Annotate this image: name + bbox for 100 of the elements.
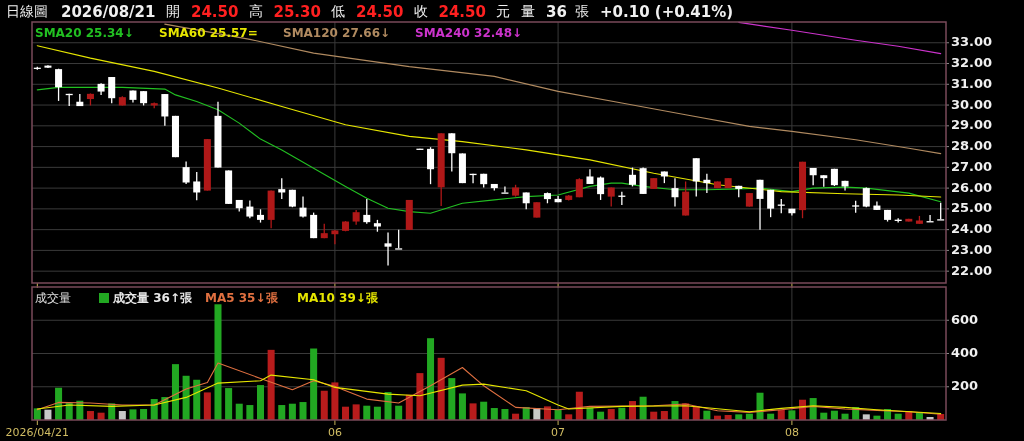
text: 24.50 [191,2,239,21]
candlestick [331,229,339,245]
bar [416,373,424,420]
x-tick-label: 07 [551,426,566,439]
candlestick [299,195,307,219]
x-tick-label: 06 [327,426,342,439]
text: 2026/08/21 [61,2,156,21]
chart-title: 成交量 [35,290,71,305]
bar [246,405,254,420]
candlestick [395,229,403,250]
bar [267,349,275,420]
text: 高 [248,3,263,19]
bar [193,379,201,420]
y-tick-label: 600 [951,311,979,327]
bar [607,409,615,420]
bar [299,402,307,420]
bar [171,364,179,420]
x-tick-label: 08 [784,426,799,439]
x-tick-label: 2026/04/21 [5,426,70,439]
text: MA5 35↓張 [205,290,279,305]
legend-label: 成交量 36↑張 [112,290,193,305]
candlestick [703,173,711,194]
y-tick-label: 24.00 [951,221,993,237]
text: 收 [413,3,428,19]
bar [320,390,328,420]
line-series [36,374,942,415]
bar [469,403,477,420]
text: 24.50 [356,2,404,21]
candlestick [108,76,116,104]
candlestick [363,198,371,225]
y-tick-label: 200 [951,378,979,394]
y-tick-label: 30.00 [951,96,993,112]
bar [554,410,562,420]
y-tick-label: 33.00 [951,34,993,50]
bar [373,406,381,420]
bar [182,375,190,420]
bar [363,405,371,420]
line-series [36,45,942,198]
text: 日線圖 [6,3,48,19]
candlestick [310,211,318,239]
bar [214,304,222,420]
y-tick-label: 23.00 [951,241,993,257]
bar [310,348,318,420]
bar [129,409,137,420]
line-series [36,362,942,415]
text: MA10 39↓張 [297,290,379,305]
bar [352,404,360,420]
candlestick [182,160,190,185]
candlestick [384,231,392,267]
bar [278,405,286,420]
y-tick-label: 26.00 [951,179,993,195]
y-tick-label: 31.00 [951,75,993,91]
text: 元 [496,3,510,19]
y-tick-label: 25.00 [951,200,993,216]
bar [501,409,509,420]
bar [395,405,403,420]
candlestick [628,166,636,188]
y-tick-label: 32.00 [951,55,993,71]
text: 36 [546,2,567,21]
bar [225,388,233,420]
candlestick [692,157,700,198]
text: SMA60 25.57= [159,25,258,40]
text: +0.10 (+0.41%) [600,2,734,21]
bar [458,393,466,420]
candlestick [597,175,605,201]
text: 低 [331,3,345,19]
candlestick [427,146,435,185]
bar [618,407,626,420]
text: SMA20 25.34↓ [35,25,134,40]
bar [448,378,456,420]
bar [288,403,296,420]
y-tick-label: 400 [951,345,979,360]
candlestick [671,177,679,208]
text: 量 [521,3,535,19]
candlestick [767,189,775,218]
candlestick [756,179,764,231]
text: SMA240 32.48↓ [415,25,523,40]
candlestick [193,171,201,202]
candlestick [682,180,690,217]
y-tick-label: 27.00 [951,158,993,174]
text: 開 [166,3,180,19]
y-tick-label: 22.00 [951,262,993,278]
y-tick-label: 29.00 [951,117,993,133]
candlestick [448,132,456,173]
bar [480,401,488,420]
y-tick-label: 28.00 [951,138,993,154]
candlestick [161,93,169,127]
bar [235,403,243,420]
text: 25.30 [273,2,321,21]
candlestick [278,177,286,200]
bar [788,410,796,420]
bar [427,338,435,420]
bar [437,357,445,420]
candlestick [501,185,509,194]
bar [203,392,211,420]
text: 張 [575,3,589,19]
bar [256,385,265,420]
series-label: SMA120 27.66↓ [283,25,391,40]
bar [331,382,339,420]
bar [140,409,148,420]
